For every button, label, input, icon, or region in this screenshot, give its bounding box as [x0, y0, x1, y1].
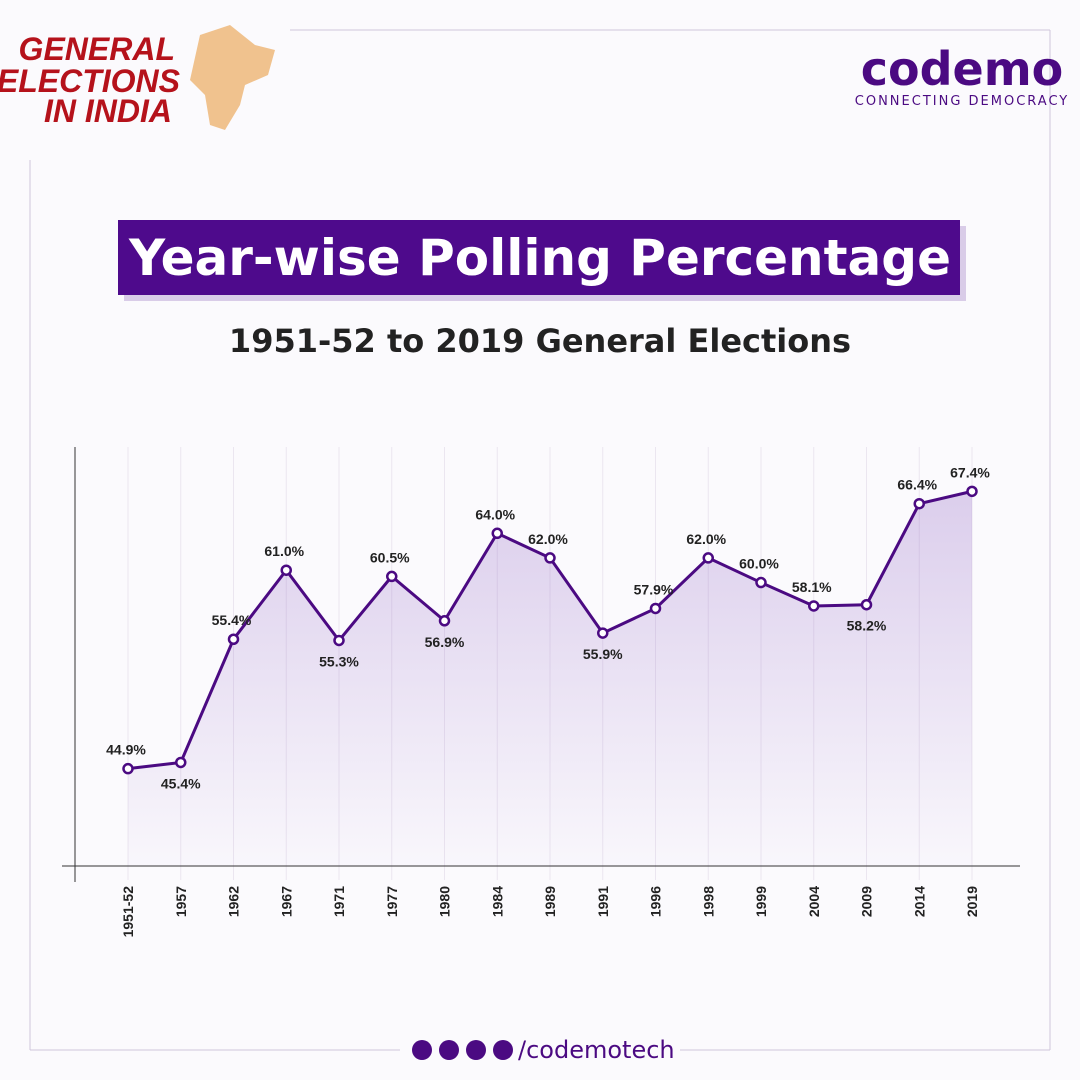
plot: 44.9% 45.4% 55.4% 61.0% 55.3% 60.5% 56.9% 64.0%…	[62, 447, 1020, 937]
point	[175, 756, 187, 769]
x-tick-label: 1967	[278, 886, 294, 917]
badge: GENERAL ELECTIONS IN INDIA	[0, 31, 181, 129]
facebook-icon[interactable]	[412, 1040, 432, 1060]
x-tick-label: 1980	[437, 886, 453, 917]
x-tick-label: 1962	[226, 886, 242, 917]
x-tick-label: 1996	[648, 886, 664, 917]
tagline: CONNECTING DEMOCRACY	[855, 94, 1069, 109]
point	[438, 615, 451, 627]
point	[386, 570, 398, 583]
x-tick-label: 1971	[331, 886, 347, 917]
handle[interactable]: /codemotech	[518, 1036, 675, 1064]
x-tick-label: 1984	[489, 886, 505, 917]
india-map	[190, 25, 275, 130]
data-label: 44.9%	[106, 742, 146, 758]
point	[913, 497, 925, 510]
point	[122, 762, 134, 775]
point	[860, 598, 873, 611]
data-label: 55.3%	[319, 653, 359, 669]
data-label: 64.0%	[475, 506, 515, 522]
logo: codemo	[861, 42, 1064, 96]
title-box	[118, 220, 960, 295]
data-label: 45.4%	[161, 775, 201, 791]
x-tick-label: 1991	[595, 886, 611, 917]
point	[227, 633, 240, 645]
data-label: 56.9%	[425, 634, 465, 650]
point	[966, 485, 978, 498]
data-label: 57.9%	[634, 581, 674, 597]
x-icon[interactable]	[466, 1040, 486, 1060]
badge-line: ELECTIONS	[0, 63, 181, 99]
chart-subtitle: 1951-52 to 2019 General Elections	[229, 322, 851, 360]
point	[597, 627, 609, 639]
x-tick-label: 1989	[542, 886, 558, 917]
point	[333, 634, 345, 647]
badge-line: IN INDIA	[44, 93, 172, 129]
x-tick-label: 2004	[806, 886, 822, 917]
point	[491, 527, 503, 540]
data-label: 66.4%	[897, 477, 937, 493]
x-tick-label: 1998	[700, 886, 716, 917]
badge-line: GENERAL	[19, 31, 175, 67]
point	[755, 576, 767, 589]
data-label: 62.0%	[686, 531, 726, 547]
data-label: 67.4%	[950, 464, 990, 480]
x-tick-label: 2019	[964, 886, 980, 917]
linkedin-icon[interactable]	[493, 1040, 513, 1060]
data-label: 60.0%	[739, 556, 779, 572]
data-label: 61.0%	[264, 543, 304, 559]
data-label: 55.4%	[212, 612, 252, 628]
instagram-icon[interactable]	[439, 1040, 459, 1060]
data-label: 58.1%	[792, 579, 832, 595]
x-tick-label: 1951-52	[120, 886, 136, 938]
data-label: 55.9%	[583, 646, 623, 662]
x-tick-label: 2014	[911, 886, 927, 917]
data-label: 60.5%	[370, 549, 410, 565]
point	[544, 552, 556, 564]
x-tick-label: 1999	[753, 886, 769, 917]
point	[702, 552, 714, 564]
point	[280, 564, 292, 576]
x-tick-label: 1957	[173, 886, 189, 917]
data-label: 62.0%	[528, 531, 568, 547]
chart-title: Year-wise Polling Percentage	[128, 229, 951, 287]
point	[808, 600, 820, 612]
social-icons	[412, 1040, 513, 1060]
point	[649, 602, 662, 615]
x-tick-label: 2009	[859, 886, 875, 917]
x-tick-label: 1977	[384, 886, 400, 917]
data-label: 58.2%	[847, 618, 887, 634]
